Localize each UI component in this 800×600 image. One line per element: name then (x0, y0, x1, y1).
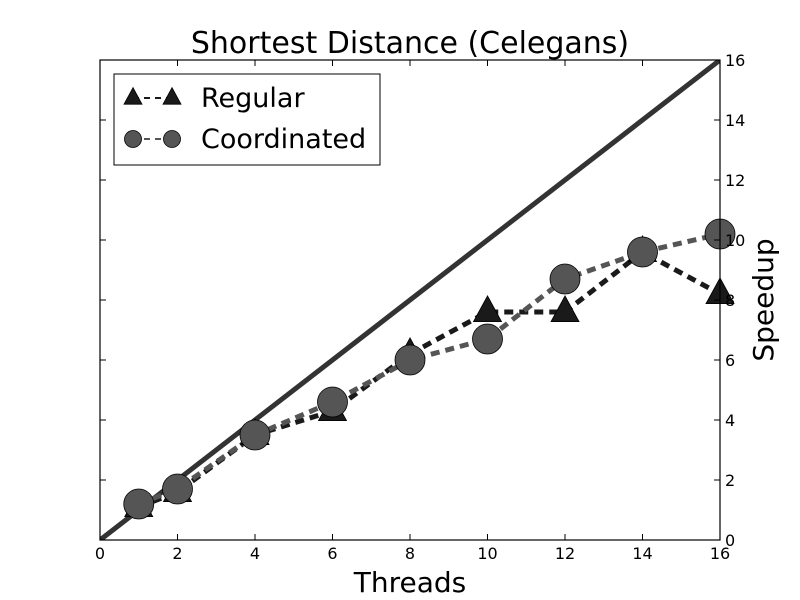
point-coordinated (627, 236, 658, 268)
y-tick-label: 6 (725, 351, 735, 370)
y-tick-label: 8 (725, 291, 735, 310)
x-tick-label: 10 (477, 544, 497, 563)
legend-marker-regular (123, 86, 143, 105)
point-regular (550, 295, 580, 323)
chart-title: Shortest Distance (Celegans) (191, 26, 629, 61)
point-coordinated (239, 419, 271, 451)
legend-marker-regular (162, 86, 182, 105)
point-coordinated (472, 323, 503, 355)
y-tick-label: 0 (725, 531, 735, 550)
point-coordinated (317, 386, 348, 418)
series-line-regular (137, 249, 722, 510)
point-coordinated (162, 473, 193, 505)
series-line-coordinated (137, 231, 721, 507)
x-tick-label: 2 (172, 544, 182, 563)
y-tick-label: 12 (725, 171, 745, 190)
x-tick-label: 16 (710, 544, 730, 563)
x-tick-label: 8 (405, 544, 415, 563)
legend-box (113, 73, 381, 166)
y-tick-label: 14 (725, 111, 745, 130)
legend-marker-coordinated (163, 130, 181, 148)
legend-marker-coordinated (124, 130, 142, 148)
x-tick-label: 0 (95, 544, 105, 563)
legend-label-regular: Regular (201, 83, 305, 114)
x-tick-label: 14 (632, 544, 652, 563)
x-tick-label: 4 (250, 544, 260, 563)
point-coordinated (549, 263, 581, 295)
y-tick-label: 4 (725, 411, 735, 430)
x-tick-label: 6 (327, 544, 337, 563)
point-coordinated (123, 488, 155, 520)
x-tick-label: 12 (555, 544, 575, 563)
point-regular (472, 295, 503, 323)
y-tick-label: 16 (725, 51, 745, 70)
y-tick-label: 10 (725, 231, 745, 250)
y-tick-label: 2 (725, 471, 735, 490)
ideal-speedup-line (100, 60, 720, 540)
point-coordinated (394, 344, 426, 376)
y-axis-label: Speedup (747, 238, 780, 361)
x-axis-label: Threads (353, 566, 467, 599)
legend-label-coordinated: Coordinated (201, 124, 366, 155)
